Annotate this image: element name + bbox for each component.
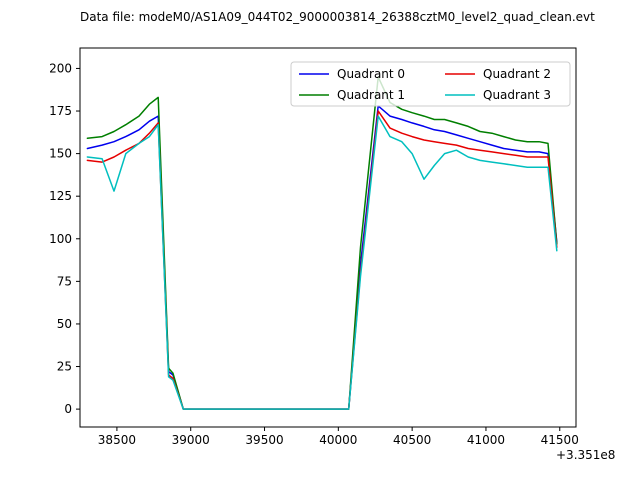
y-tick-label: 75 (57, 274, 72, 288)
legend: Quadrant 0 Quadrant 1 Quadrant 2 Quadrant 3 (290, 61, 571, 107)
x-tick-label: 39000 (172, 433, 210, 447)
legend-entry-label: Quadrant 0 (337, 67, 405, 81)
y-tick-label: 150 (49, 147, 72, 161)
axes-frame (79, 47, 577, 428)
y-tick-label: 200 (49, 61, 72, 75)
y-tick-label: 125 (49, 189, 72, 203)
y-tick-label: 50 (57, 317, 72, 331)
x-tick-label: 40000 (319, 433, 357, 447)
x-tick-label: 41000 (467, 433, 505, 447)
x-tick-label: 41500 (541, 433, 579, 447)
y-tick-label: 25 (57, 360, 72, 374)
y-tick-label: 100 (49, 232, 72, 246)
chart-title: Data file: modeM0/AS1A09_044T02_90000038… (80, 10, 595, 24)
legend-entry-label: Quadrant 3 (483, 88, 551, 102)
legend-entry-label: Quadrant 1 (337, 88, 405, 102)
legend-entry-label: Quadrant 2 (483, 67, 551, 81)
y-tick-label: 175 (49, 104, 72, 118)
series-line-quadrant-3 (86, 115, 558, 410)
x-axis-offset-label: +3.351e8 (556, 448, 616, 462)
series-line-quadrant-2 (86, 110, 558, 410)
series-line-quadrant-1 (86, 76, 558, 410)
series-line-quadrant-0 (86, 105, 558, 410)
legend-frame (290, 61, 571, 107)
y-tick-label: 0 (64, 402, 72, 416)
x-tick-label: 39500 (245, 433, 283, 447)
x-tick-label: 38500 (98, 433, 136, 447)
x-tick-label: 40500 (393, 433, 431, 447)
